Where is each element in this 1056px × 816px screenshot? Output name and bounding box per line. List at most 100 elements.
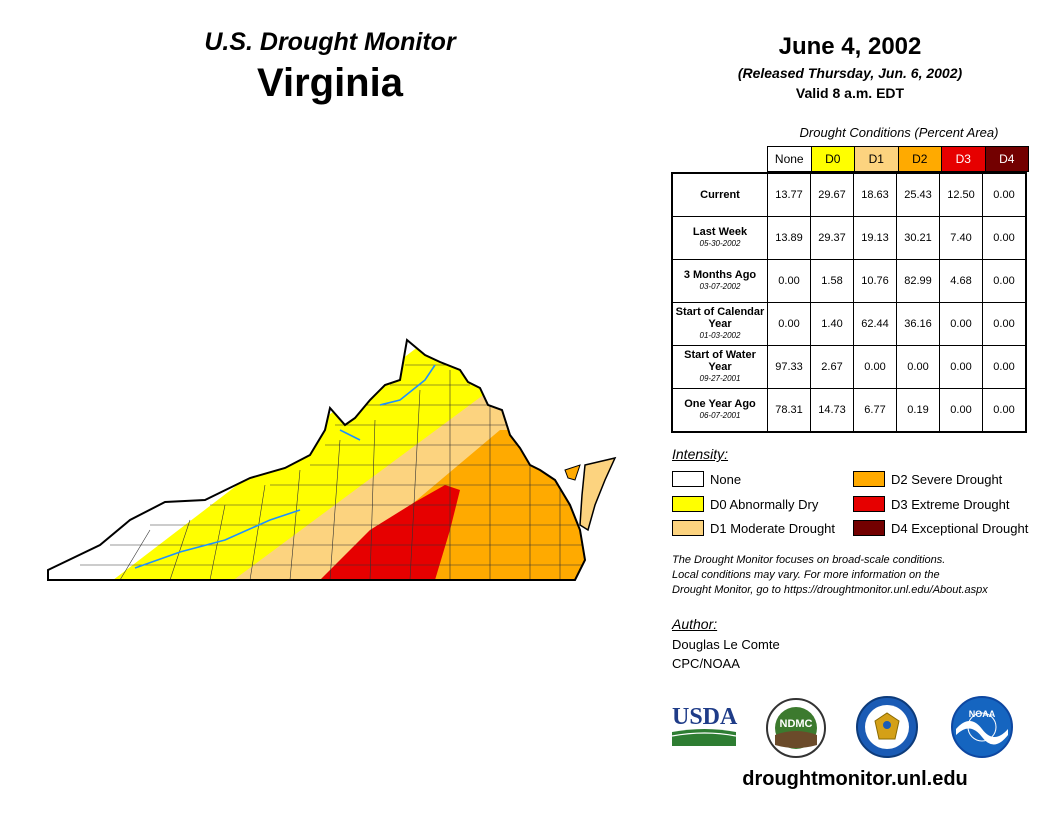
category-d4: D4 bbox=[984, 147, 1028, 171]
legend-item-d4: D4 Exceptional Drought bbox=[853, 520, 1028, 536]
value-cell: 0.00 bbox=[939, 388, 983, 433]
author-org: CPC/NOAA bbox=[672, 656, 740, 671]
value-cell: 18.63 bbox=[853, 172, 897, 217]
value-cell: 6.77 bbox=[853, 388, 897, 433]
value-cell: 12.50 bbox=[939, 172, 983, 217]
category-d3: D3 bbox=[941, 147, 985, 171]
row-label: One Year Ago 06-07-2001 bbox=[671, 388, 768, 433]
tangier-island bbox=[564, 464, 581, 481]
category-d1: D1 bbox=[854, 147, 898, 171]
value-cell: 4.68 bbox=[939, 259, 983, 303]
table-row: One Year Ago 06-07-2001 78.31 14.73 6.77 … bbox=[671, 388, 1027, 433]
table-row: Start of Calendar Year 01-03-2002 0.00 1.… bbox=[671, 302, 1027, 346]
author-title: Author: bbox=[672, 616, 718, 632]
author-name: Douglas Le Comte bbox=[672, 637, 780, 652]
zone-d3 bbox=[320, 485, 460, 580]
value-cell: 78.31 bbox=[767, 388, 811, 433]
value-cell: 0.00 bbox=[982, 216, 1027, 260]
row-label: 3 Months Ago 03-07-2002 bbox=[671, 259, 768, 303]
drought-zones bbox=[48, 340, 585, 580]
value-cell: 97.33 bbox=[767, 345, 811, 389]
value-cell: 13.89 bbox=[767, 216, 811, 260]
ndmc-logo: NDMC bbox=[766, 698, 826, 758]
legend-title: Intensity: bbox=[672, 446, 729, 462]
value-cell: 25.43 bbox=[896, 172, 940, 217]
legend-swatch bbox=[672, 520, 704, 536]
release-date: (Released Thursday, Jun. 6, 2002) bbox=[737, 65, 963, 81]
legend-item-d3: D3 Extreme Drought bbox=[853, 496, 1010, 512]
table-row: Start of Water Year 09-27-2001 97.33 2.67… bbox=[671, 345, 1027, 389]
valid-time: Valid 8 a.m. EDT bbox=[795, 85, 905, 101]
legend-label: None bbox=[710, 471, 742, 487]
row-label: Start of Calendar Year 01-03-2002 bbox=[671, 302, 768, 346]
svg-text:NOAA: NOAA bbox=[969, 709, 996, 719]
legend-item-none: None bbox=[672, 471, 741, 487]
svg-text:NDMC: NDMC bbox=[780, 718, 813, 730]
date-block: June 4, 2002 (Released Thursday, Jun. 6,… bbox=[700, 33, 1000, 101]
monitor-title: U.S. Drought Monitor bbox=[204, 28, 456, 56]
table-row: Last Week 05-30-2002 13.89 29.37 19.13 30… bbox=[671, 216, 1027, 260]
note-line: Drought Monitor, go to https://droughtmo… bbox=[672, 584, 988, 596]
value-cell: 0.00 bbox=[982, 259, 1027, 303]
value-cell: 29.67 bbox=[810, 172, 854, 217]
category-d2: D2 bbox=[897, 147, 941, 171]
value-cell: 0.00 bbox=[896, 345, 940, 389]
title-block: U.S. Drought Monitor Virginia bbox=[180, 28, 480, 106]
value-cell: 30.21 bbox=[896, 216, 940, 260]
value-cell: 29.37 bbox=[810, 216, 854, 260]
legend-label: D3 Extreme Drought bbox=[891, 496, 1010, 512]
website-link[interactable]: droughtmonitor.unl.edu bbox=[742, 768, 968, 790]
noaa-logo: NOAA bbox=[951, 696, 1013, 758]
value-cell: 1.58 bbox=[810, 259, 854, 303]
value-cell: 62.44 bbox=[853, 302, 897, 346]
virginia-drought-map bbox=[47, 338, 617, 581]
legend-swatch bbox=[853, 520, 885, 536]
table-row: 3 Months Ago 03-07-2002 0.00 1.58 10.76 8… bbox=[671, 259, 1027, 303]
legend-swatch bbox=[672, 471, 704, 487]
usda-logo: USDA bbox=[671, 704, 738, 746]
value-cell: 0.00 bbox=[982, 172, 1027, 217]
legend-label: D4 Exceptional Drought bbox=[891, 520, 1029, 536]
value-cell: 36.16 bbox=[896, 302, 940, 346]
value-cell: 1.40 bbox=[810, 302, 854, 346]
value-cell: 13.77 bbox=[767, 172, 811, 217]
value-cell: 0.00 bbox=[767, 302, 811, 346]
drought-conditions-table: Current 13.77 29.67 18.63 25.43 12.50 0.… bbox=[671, 172, 1027, 433]
value-cell: 14.73 bbox=[810, 388, 854, 433]
value-cell: 0.00 bbox=[982, 302, 1027, 346]
category-none: None bbox=[768, 147, 811, 171]
value-cell: 7.40 bbox=[939, 216, 983, 260]
value-cell: 0.00 bbox=[982, 388, 1027, 433]
commerce-seal-logo bbox=[856, 696, 918, 758]
value-cell: 0.00 bbox=[939, 345, 983, 389]
value-cell: 0.00 bbox=[982, 345, 1027, 389]
value-cell: 19.13 bbox=[853, 216, 897, 260]
row-label: Start of Water Year 09-27-2001 bbox=[671, 345, 768, 389]
table-caption: Drought Conditions (Percent Area) bbox=[799, 125, 999, 140]
row-label: Last Week 05-30-2002 bbox=[671, 216, 768, 260]
legend-label: D0 Abnormally Dry bbox=[710, 496, 819, 512]
legend-label: D2 Severe Drought bbox=[891, 471, 1003, 487]
category-header: None D0 D1 D2 D3 D4 bbox=[767, 146, 1029, 172]
legend-item-d2: D2 Severe Drought bbox=[853, 471, 1002, 487]
value-cell: 0.00 bbox=[939, 302, 983, 346]
legend-swatch bbox=[853, 496, 885, 512]
map-date: June 4, 2002 bbox=[778, 33, 922, 60]
state-name: Virginia bbox=[257, 61, 403, 105]
value-cell: 2.67 bbox=[810, 345, 854, 389]
table-row: Current 13.77 29.67 18.63 25.43 12.50 0.… bbox=[671, 172, 1027, 217]
state-outline bbox=[47, 338, 587, 581]
value-cell: 10.76 bbox=[853, 259, 897, 303]
disclaimer-note: The Drought Monitor focuses on broad-sca… bbox=[672, 553, 1052, 598]
note-line: The Drought Monitor focuses on broad-sca… bbox=[672, 554, 946, 566]
category-d0: D0 bbox=[810, 147, 854, 171]
note-line: Local conditions may vary. For more info… bbox=[672, 569, 940, 581]
value-cell: 82.99 bbox=[896, 259, 940, 303]
legend-swatch bbox=[853, 471, 885, 487]
county-lines bbox=[80, 364, 585, 580]
svg-text:USDA: USDA bbox=[672, 704, 738, 730]
row-label: Current bbox=[671, 172, 768, 217]
eastern-shore bbox=[579, 456, 617, 532]
legend-swatch bbox=[672, 496, 704, 512]
value-cell: 0.00 bbox=[853, 345, 897, 389]
